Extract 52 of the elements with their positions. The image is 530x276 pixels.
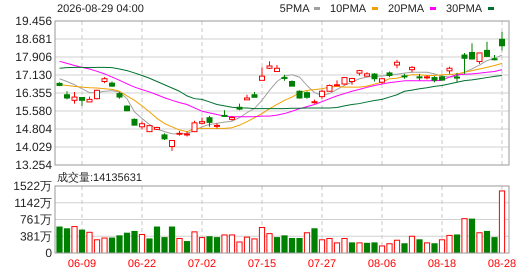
bar	[408, 236, 416, 254]
bar	[476, 232, 483, 254]
candlestick	[484, 41, 490, 58]
y-tick-label: 17.906	[15, 50, 52, 64]
bar	[176, 238, 183, 254]
candlestick	[499, 31, 505, 52]
legend-label: 20PMA	[388, 3, 425, 15]
y-tick-label: 16.355	[15, 86, 52, 100]
y-tick-label: 1142万	[14, 196, 52, 210]
bar	[498, 190, 506, 254]
x-tick-label: 08-18	[428, 258, 456, 270]
legend-label: 10PMA	[330, 3, 367, 15]
y-tick-label: 13.254	[15, 158, 52, 172]
bar	[311, 228, 318, 254]
x-tick-label: 08-06	[368, 258, 396, 270]
bar	[304, 232, 310, 254]
candlestick	[454, 72, 460, 83]
y-tick-label: 381万	[20, 229, 52, 244]
y-tick-label: 14.804	[15, 122, 52, 136]
y-tick-label: 19.456	[15, 14, 52, 28]
bar	[184, 241, 190, 254]
candlestick	[259, 66, 265, 81]
candlestick	[72, 91, 78, 104]
y-tick-label: 1522万	[13, 179, 52, 194]
chart-title: 2026-08-29 04:00	[57, 3, 144, 15]
x-tick-label: 07-27	[308, 258, 336, 270]
text: 成交量:14135631	[57, 171, 142, 184]
y-tick-label: 18.681	[15, 32, 52, 46]
bar	[461, 218, 468, 254]
bar	[71, 226, 78, 254]
bar	[138, 234, 146, 254]
legend-label: 30PMA	[446, 3, 483, 15]
y-tick-label: 17.130	[15, 68, 52, 82]
candlestick	[206, 115, 212, 128]
x-tick-label: 08-28	[488, 258, 516, 270]
bar	[454, 234, 460, 254]
x-tick-label: 07-15	[248, 258, 276, 270]
legend-label: 5PMA	[280, 3, 310, 15]
candlestick	[169, 140, 175, 152]
y-tick-label: 14.029	[15, 140, 52, 154]
x-tick-label: 06-22	[128, 258, 156, 270]
line-series	[59, 66, 502, 110]
bar	[416, 239, 423, 254]
y-tick-label: 0	[45, 246, 52, 260]
y-tick-label: 15.580	[15, 104, 52, 118]
x-tick-label: 07-02	[188, 258, 216, 270]
bar	[78, 230, 86, 254]
bar	[468, 218, 476, 254]
line-series	[59, 60, 502, 118]
candlestick	[94, 89, 100, 100]
x-tick-label: 06-09	[68, 258, 96, 270]
y-tick-label: 761万	[20, 212, 52, 227]
